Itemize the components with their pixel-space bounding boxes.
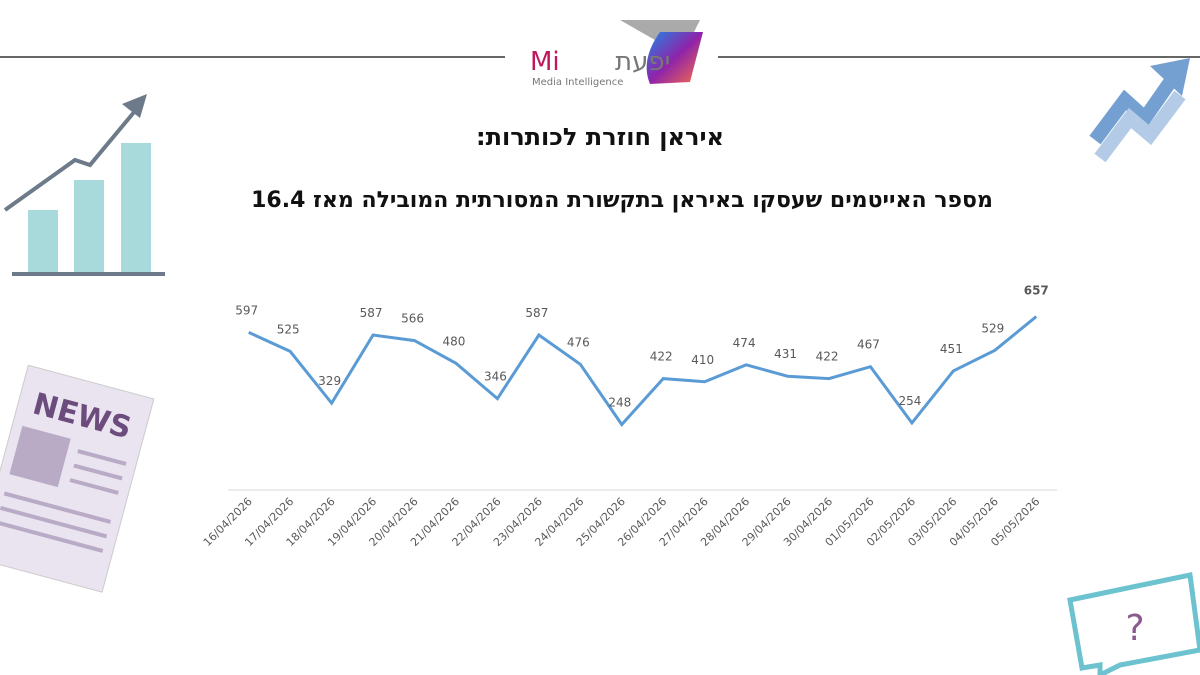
newspaper-icon: NEWS [0, 364, 155, 593]
value-label: 254 [898, 394, 921, 408]
logo-latin: Mi [530, 47, 560, 77]
question-icon: ? [1067, 572, 1200, 675]
chart-subtitle: מספר האייטמים שעסקו באיראן בתקשורת המסור… [251, 188, 993, 213]
value-label: 329 [318, 374, 341, 388]
value-label: 422 [650, 350, 673, 364]
value-label: 566 [401, 312, 424, 326]
value-label: 587 [525, 306, 548, 320]
value-label: 422 [816, 350, 839, 364]
value-label: 346 [484, 370, 507, 384]
value-label: 529 [981, 321, 1004, 335]
value-label: 451 [940, 342, 963, 356]
value-label: 476 [567, 335, 590, 349]
value-label: 480 [443, 334, 466, 348]
logo-subtitle: Media Intelligence [532, 77, 623, 88]
value-label: 597 [235, 303, 258, 317]
value-label: 587 [360, 306, 383, 320]
logo: Mi יפעת Media Intelligence [530, 20, 703, 88]
value-label: 474 [733, 336, 756, 350]
svg-text:?: ? [1125, 608, 1144, 649]
line [248, 315, 1038, 427]
value-label: 467 [857, 338, 880, 352]
logo-hebrew: יפעת [615, 47, 670, 77]
value-label: 248 [608, 396, 631, 410]
value-label: 410 [691, 353, 714, 367]
chart-title: איראן חוזרת לכותרות: [476, 123, 724, 151]
growth-icon [3, 94, 165, 276]
value-label: 431 [774, 347, 797, 361]
arrows-icon [1089, 58, 1190, 163]
value-label: 657 [1024, 284, 1049, 298]
value-label: 525 [277, 322, 300, 336]
